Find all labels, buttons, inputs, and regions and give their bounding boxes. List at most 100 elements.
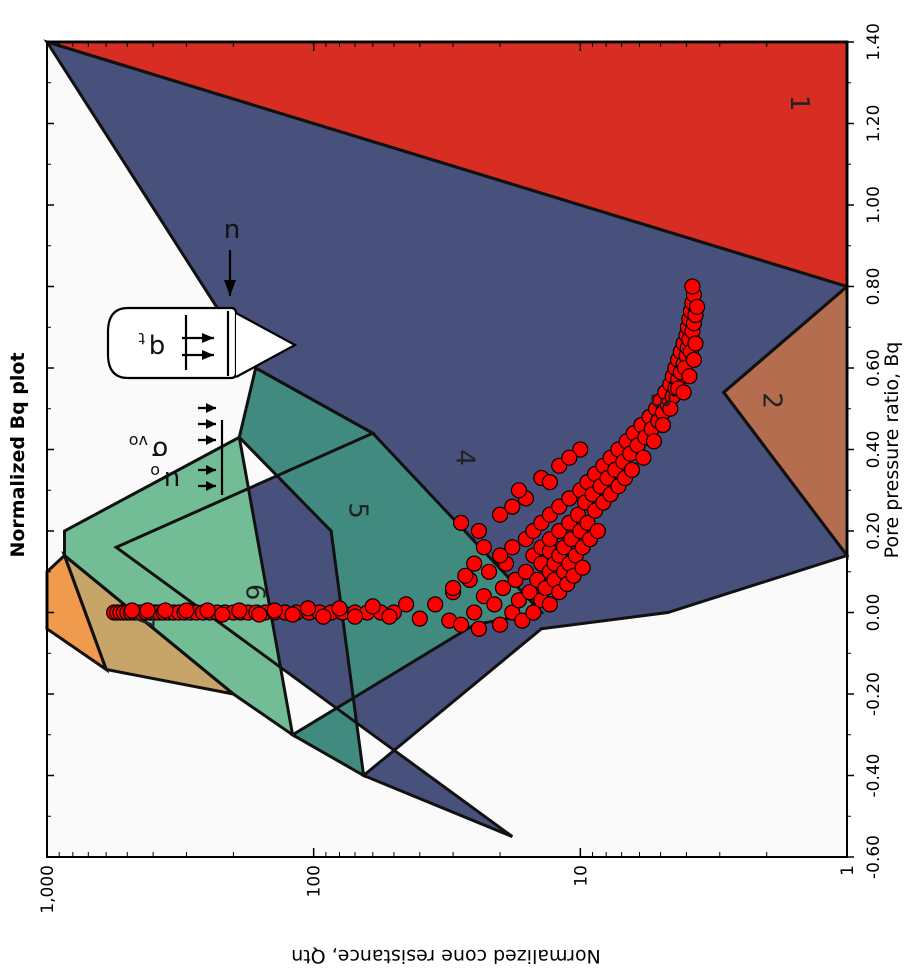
data-point-179 xyxy=(687,335,704,352)
x-tick-label-10: 1.40 xyxy=(864,23,884,61)
data-point-43 xyxy=(178,602,195,619)
data-point-135 xyxy=(623,461,641,478)
zone-5 xyxy=(64,437,293,735)
data-point-178 xyxy=(684,278,701,295)
data-points xyxy=(105,278,706,637)
zone-label-5: 5 xyxy=(342,502,372,519)
data-point-80 xyxy=(525,604,542,621)
data-point-48 xyxy=(266,602,283,619)
zone-label-1: 1 xyxy=(784,95,814,112)
x-axis: -0.60 -0.40 -0.20 0.00 0.20 0.40 0.60 0.80 1.00 1… xyxy=(47,23,884,879)
data-point-183 xyxy=(466,555,483,572)
zone-label-6: 6 xyxy=(240,584,270,601)
chart-title: Normalized Bq plot xyxy=(7,352,29,557)
x-tick-label-3: 0.00 xyxy=(864,594,884,632)
data-point-180 xyxy=(685,351,703,368)
data-point-57 xyxy=(411,610,428,627)
data-point-74 xyxy=(510,592,528,609)
data-point-182 xyxy=(675,384,692,401)
uo-subscript: o xyxy=(150,462,160,481)
data-point-78 xyxy=(521,583,538,601)
data-point-45 xyxy=(214,606,231,623)
data-point-75 xyxy=(514,612,531,629)
x-tick-label-2: -0.20 xyxy=(864,672,884,716)
y-axis: 1 10 100 1,000 xyxy=(38,42,858,914)
data-point-120 xyxy=(589,522,606,540)
data-point-47 xyxy=(251,606,268,623)
data-point-66 xyxy=(480,563,498,580)
y-tick-label-0: 1 xyxy=(838,865,858,876)
qt-label: q xyxy=(149,333,166,363)
data-point-44 xyxy=(199,602,216,619)
data-point-61 xyxy=(453,616,470,633)
data-point-177 xyxy=(688,298,706,315)
data-point-63 xyxy=(466,604,483,621)
data-point-188 xyxy=(510,482,528,499)
x-tick-label-9: 1.20 xyxy=(864,105,884,143)
x-tick-label-8: 1.00 xyxy=(864,186,884,224)
zone-4 xyxy=(239,368,542,776)
data-point-193 xyxy=(470,522,487,540)
y-tick-label-1: 10 xyxy=(571,865,591,887)
data-point-51 xyxy=(315,608,332,625)
zone-label-4: 4 xyxy=(449,449,479,466)
x-tick-label-6: 0.60 xyxy=(864,349,884,387)
data-point-58 xyxy=(427,596,444,613)
data-point-140 xyxy=(635,449,652,466)
zone-labels: 1 2 3 4 5 6 7 xyxy=(129,95,814,629)
data-point-54 xyxy=(364,598,381,615)
data-point-76 xyxy=(517,563,535,580)
data-point-52 xyxy=(331,600,348,617)
zone-label-2: 2 xyxy=(757,392,787,409)
y-tick-label-3: 1,000 xyxy=(38,865,58,914)
x-tick-label-4: 0.20 xyxy=(864,512,884,550)
sigma-label: σ xyxy=(152,435,168,465)
x-tick-label-7: 0.80 xyxy=(864,268,884,306)
data-point-56 xyxy=(398,596,415,613)
data-point-67 xyxy=(486,596,503,613)
zone-label-7: 7 xyxy=(129,612,159,629)
data-point-195 xyxy=(504,498,521,515)
data-point-112 xyxy=(574,559,591,576)
x-axis-title: Pore pressure ratio, Bq xyxy=(881,342,903,559)
data-point-69 xyxy=(494,579,512,597)
data-point-197 xyxy=(572,441,589,458)
data-point-64 xyxy=(470,620,487,637)
data-point-184 xyxy=(475,539,492,556)
zone-border-3 xyxy=(43,39,851,838)
x-tick-label-1: -0.40 xyxy=(864,754,884,798)
data-point-42 xyxy=(157,602,174,619)
zone-2 xyxy=(723,286,847,556)
data-point-90 xyxy=(541,596,559,613)
cone-legend: q t u σ vo u o xyxy=(106,217,298,495)
data-point-53 xyxy=(346,608,364,625)
x-tick-label-0: -0.60 xyxy=(864,835,884,879)
data-point-46 xyxy=(231,602,248,619)
u-label: u xyxy=(224,217,240,247)
y-tick-label-2: 100 xyxy=(305,865,325,897)
data-point-150 xyxy=(654,416,672,434)
zone-border-4 xyxy=(237,365,545,779)
data-point-189 xyxy=(445,579,462,597)
data-point-155 xyxy=(662,400,679,417)
uo-label: u xyxy=(164,465,180,495)
zone-7 xyxy=(47,555,107,670)
data-point-55 xyxy=(381,608,398,625)
cone-icon xyxy=(106,250,298,495)
data-point-185 xyxy=(453,514,470,532)
data-point-194 xyxy=(492,547,509,564)
data-point-50 xyxy=(299,600,317,617)
y-axis-title: Normalized cone resistance, Qtn xyxy=(291,945,601,967)
x-tick-label-5: 0.40 xyxy=(864,431,884,469)
data-point-49 xyxy=(284,606,301,623)
data-point-145 xyxy=(645,433,663,450)
data-point-196 xyxy=(541,474,559,491)
data-point-187 xyxy=(492,506,509,523)
data-point-181 xyxy=(681,368,698,385)
qt-subscript: t xyxy=(139,329,145,348)
zone-border-5 xyxy=(63,435,295,739)
data-point-68 xyxy=(492,616,509,633)
data-point-198 xyxy=(561,449,578,466)
soil-zones xyxy=(47,42,847,857)
